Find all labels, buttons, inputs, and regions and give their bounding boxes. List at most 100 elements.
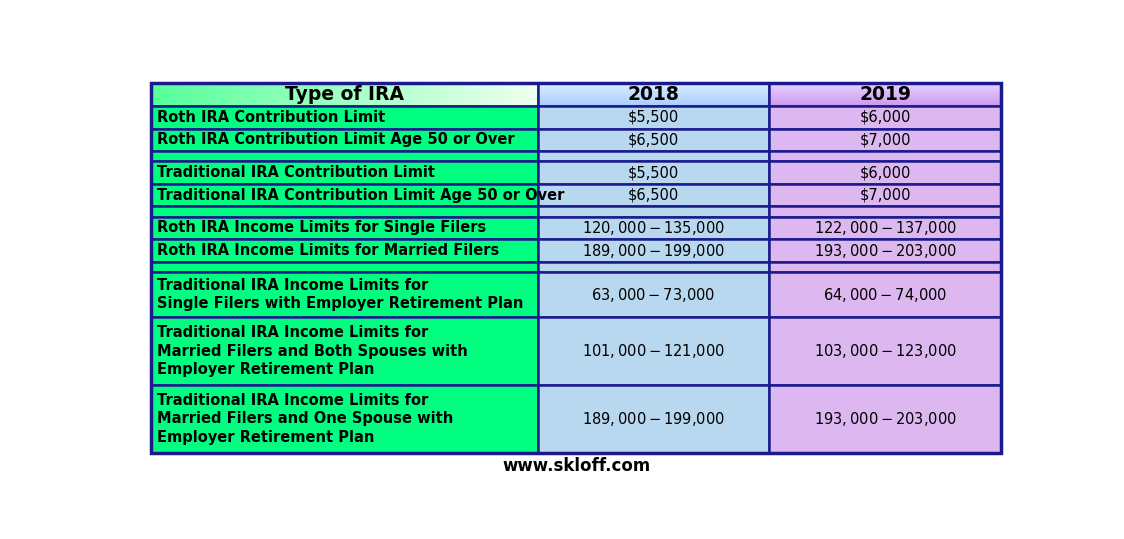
Bar (537, 239, 769, 262)
Bar (151, 317, 537, 385)
Bar (321, 84, 326, 106)
Bar (769, 95, 1001, 96)
Bar (437, 84, 442, 106)
Bar (769, 272, 1001, 317)
Bar (151, 84, 156, 106)
Bar (769, 385, 1001, 453)
Bar (537, 85, 769, 86)
Bar (769, 92, 1001, 93)
Bar (151, 106, 537, 128)
Bar (769, 161, 1001, 184)
Bar (201, 84, 206, 106)
Bar (151, 84, 537, 106)
Bar (456, 84, 461, 106)
Bar (364, 84, 369, 106)
Bar (537, 101, 769, 102)
Bar (537, 272, 769, 317)
Bar (537, 89, 769, 91)
Bar (523, 84, 527, 106)
Bar (769, 95, 1001, 96)
Bar (418, 84, 423, 106)
Bar (537, 88, 769, 89)
Bar (244, 84, 248, 106)
Bar (769, 97, 1001, 98)
Text: $64,000-$74,000: $64,000-$74,000 (823, 286, 948, 303)
Bar (402, 84, 407, 106)
Bar (537, 100, 769, 101)
Bar (769, 90, 1001, 91)
Bar (769, 239, 1001, 262)
Bar (217, 84, 221, 106)
Bar (193, 84, 198, 106)
Bar (769, 84, 1001, 85)
Text: $189,000-$199,000: $189,000-$199,000 (582, 410, 725, 428)
Bar (422, 84, 426, 106)
Text: 2018: 2018 (627, 85, 679, 104)
Bar (537, 105, 769, 106)
Bar (537, 91, 769, 92)
Bar (769, 102, 1001, 103)
Bar (209, 84, 214, 106)
Text: $7,000: $7,000 (860, 188, 910, 203)
Bar (537, 98, 769, 99)
Bar (151, 206, 537, 217)
Bar (352, 84, 356, 106)
Bar (469, 84, 473, 106)
Bar (769, 94, 1001, 95)
Bar (769, 87, 1001, 88)
Text: $103,000-$123,000: $103,000-$123,000 (814, 342, 957, 360)
Bar (537, 88, 769, 89)
Bar (769, 206, 1001, 217)
Text: $5,500: $5,500 (628, 165, 679, 180)
Text: $193,000-$203,000: $193,000-$203,000 (814, 241, 957, 260)
Text: Traditional IRA Contribution Limit: Traditional IRA Contribution Limit (157, 165, 435, 180)
Bar (151, 151, 537, 161)
Bar (769, 184, 1001, 206)
Bar (769, 101, 1001, 102)
Bar (502, 84, 508, 106)
Bar (537, 184, 769, 206)
Bar (395, 84, 399, 106)
Bar (341, 84, 345, 106)
Bar (151, 385, 537, 453)
Bar (537, 98, 769, 99)
Bar (260, 84, 264, 106)
Text: $7,000: $7,000 (860, 133, 910, 147)
Bar (220, 84, 225, 106)
Bar (537, 161, 769, 184)
Bar (298, 84, 302, 106)
Bar (414, 84, 419, 106)
Bar (391, 84, 396, 106)
Bar (151, 262, 537, 272)
Bar (406, 84, 411, 106)
Text: Traditional IRA Income Limits for
Married Filers and One Spouse with
Employer Re: Traditional IRA Income Limits for Marrie… (157, 393, 453, 445)
Bar (151, 184, 537, 206)
Bar (537, 96, 769, 97)
Bar (163, 84, 167, 106)
Bar (426, 84, 430, 106)
Bar (279, 84, 283, 106)
Bar (769, 151, 1001, 161)
Bar (537, 100, 769, 101)
Bar (537, 262, 769, 272)
Text: $122,000-$137,000: $122,000-$137,000 (814, 219, 957, 237)
Bar (410, 84, 415, 106)
Bar (537, 93, 769, 94)
Bar (769, 93, 1001, 94)
Bar (480, 84, 484, 106)
Bar (453, 84, 457, 106)
Bar (441, 84, 446, 106)
Bar (769, 102, 1001, 103)
Bar (429, 84, 434, 106)
Bar (348, 84, 353, 106)
Bar (488, 84, 492, 106)
Bar (537, 102, 769, 103)
Text: Roth IRA Contribution Limit Age 50 or Over: Roth IRA Contribution Limit Age 50 or Ov… (157, 133, 515, 147)
Text: Roth IRA Contribution Limit: Roth IRA Contribution Limit (157, 110, 386, 125)
Bar (239, 84, 245, 106)
Text: $120,000-$135,000: $120,000-$135,000 (582, 219, 725, 237)
Bar (329, 84, 334, 106)
Bar (769, 88, 1001, 89)
Bar (537, 105, 769, 106)
Bar (483, 84, 488, 106)
